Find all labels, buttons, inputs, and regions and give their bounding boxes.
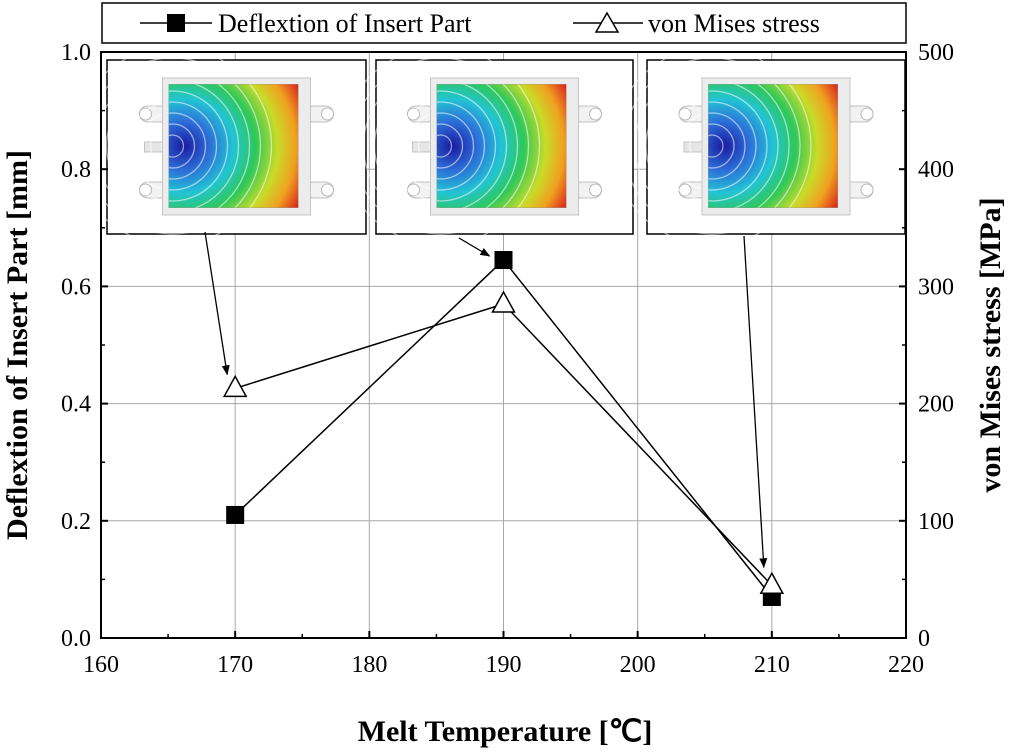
x-tick-label: 190 bbox=[486, 652, 522, 678]
legend-marker-deflection bbox=[167, 14, 185, 32]
x-tick-label: 180 bbox=[351, 652, 387, 678]
contour-ring bbox=[406, 112, 475, 180]
stress-point-190 bbox=[491, 290, 516, 313]
inset-arrow-3 bbox=[743, 235, 768, 569]
contour-ring bbox=[340, 46, 541, 246]
contour-ring bbox=[94, 68, 251, 224]
y-tick-label: 0.8 bbox=[61, 157, 91, 183]
x-tick-label: 160 bbox=[83, 652, 119, 678]
y2-axis-ticks: 0 100 200 300 400 500 bbox=[899, 40, 954, 652]
contour-ring bbox=[83, 57, 262, 235]
stress-point-210 bbox=[759, 571, 785, 595]
y-tick-label: 0.0 bbox=[61, 626, 91, 652]
mount-hole bbox=[321, 107, 334, 121]
contour-ring bbox=[149, 123, 196, 169]
legend-label-stress: von Mises stress bbox=[648, 9, 820, 38]
contour-ring bbox=[700, 134, 724, 158]
y2-tick-label: 400 bbox=[918, 157, 954, 183]
deformation-contour-170 bbox=[72, 46, 367, 246]
contour-ring bbox=[612, 46, 812, 246]
y-tick-label: 0.4 bbox=[61, 392, 91, 418]
contour-ring bbox=[127, 101, 218, 191]
y-axis-title: Deflextion of Insert Part [mm] bbox=[1, 150, 34, 540]
mount-hole bbox=[139, 107, 152, 121]
x-tick-label: 210 bbox=[754, 652, 790, 678]
mount-hole bbox=[589, 183, 602, 197]
y-tick-label: 0.2 bbox=[61, 509, 91, 535]
y-axis-ticks: 0.0 0.2 0.4 0.6 0.8 1.0 bbox=[61, 40, 108, 652]
x-tick-label: 170 bbox=[217, 652, 253, 678]
data-markers bbox=[222, 251, 785, 606]
deformation-contour bbox=[168, 84, 299, 208]
y2-tick-label: 100 bbox=[918, 509, 954, 535]
deformation-contour-210 bbox=[612, 46, 906, 246]
mount-hole bbox=[589, 107, 602, 121]
y-tick-label: 0.6 bbox=[61, 274, 91, 300]
part-edge bbox=[430, 77, 579, 216]
contour-ring bbox=[395, 101, 486, 191]
deformation-contour-190 bbox=[340, 46, 634, 246]
stress-point-170 bbox=[222, 374, 248, 398]
contour-ring bbox=[362, 68, 519, 224]
deformation-contour bbox=[708, 84, 838, 208]
legend: Deflextion of Insert Part von Mises stre… bbox=[101, 2, 907, 44]
inset-arrow-2 bbox=[458, 237, 491, 257]
y2-tick-label: 200 bbox=[918, 392, 954, 418]
mount-hole bbox=[407, 107, 420, 121]
contour-ring bbox=[667, 101, 757, 191]
x-tick-label: 220 bbox=[888, 652, 924, 678]
inset-arrow-1 bbox=[204, 231, 230, 376]
contour-ring bbox=[72, 46, 273, 246]
deflection-point-190 bbox=[494, 251, 513, 270]
inset-images bbox=[72, 46, 906, 246]
contour-ring bbox=[138, 112, 207, 180]
y-tick-label: 1.0 bbox=[61, 40, 91, 66]
contour-ring bbox=[417, 123, 464, 169]
legend-box bbox=[101, 2, 907, 44]
deformation-contour bbox=[436, 84, 567, 208]
legend-marker-stress bbox=[594, 11, 620, 33]
x-tick-label: 200 bbox=[620, 652, 656, 678]
contour-ring bbox=[623, 57, 801, 235]
mount-hole bbox=[860, 107, 874, 121]
deflection-point-170 bbox=[226, 505, 245, 524]
contour-ring bbox=[656, 90, 768, 202]
mount-hole bbox=[678, 107, 692, 121]
x-axis-ticks: 160 170 180 190 200 210 220 bbox=[83, 631, 924, 678]
y2-tick-label: 0 bbox=[918, 626, 930, 652]
x-axis-title: Melt Temperature [℃] bbox=[358, 715, 653, 748]
mount-hole bbox=[860, 183, 874, 197]
y2-axis-title: von Mises stress [MPa] bbox=[974, 197, 1007, 492]
y2-tick-label: 500 bbox=[918, 40, 954, 66]
contour-ring bbox=[160, 134, 185, 158]
contour-ring bbox=[634, 68, 790, 224]
contour-ring bbox=[428, 134, 453, 158]
contour-ring bbox=[689, 123, 735, 169]
contour-ring bbox=[678, 112, 746, 180]
mount-hole bbox=[321, 183, 334, 197]
contour-ring bbox=[116, 90, 229, 202]
part-edge bbox=[162, 77, 311, 216]
legend-label-deflection: Deflextion of Insert Part bbox=[218, 9, 472, 38]
inset-arrows bbox=[204, 231, 768, 569]
contour-ring bbox=[384, 90, 497, 202]
part-edge bbox=[701, 77, 851, 216]
contour-ring bbox=[351, 57, 530, 235]
y2-tick-label: 300 bbox=[918, 274, 954, 300]
